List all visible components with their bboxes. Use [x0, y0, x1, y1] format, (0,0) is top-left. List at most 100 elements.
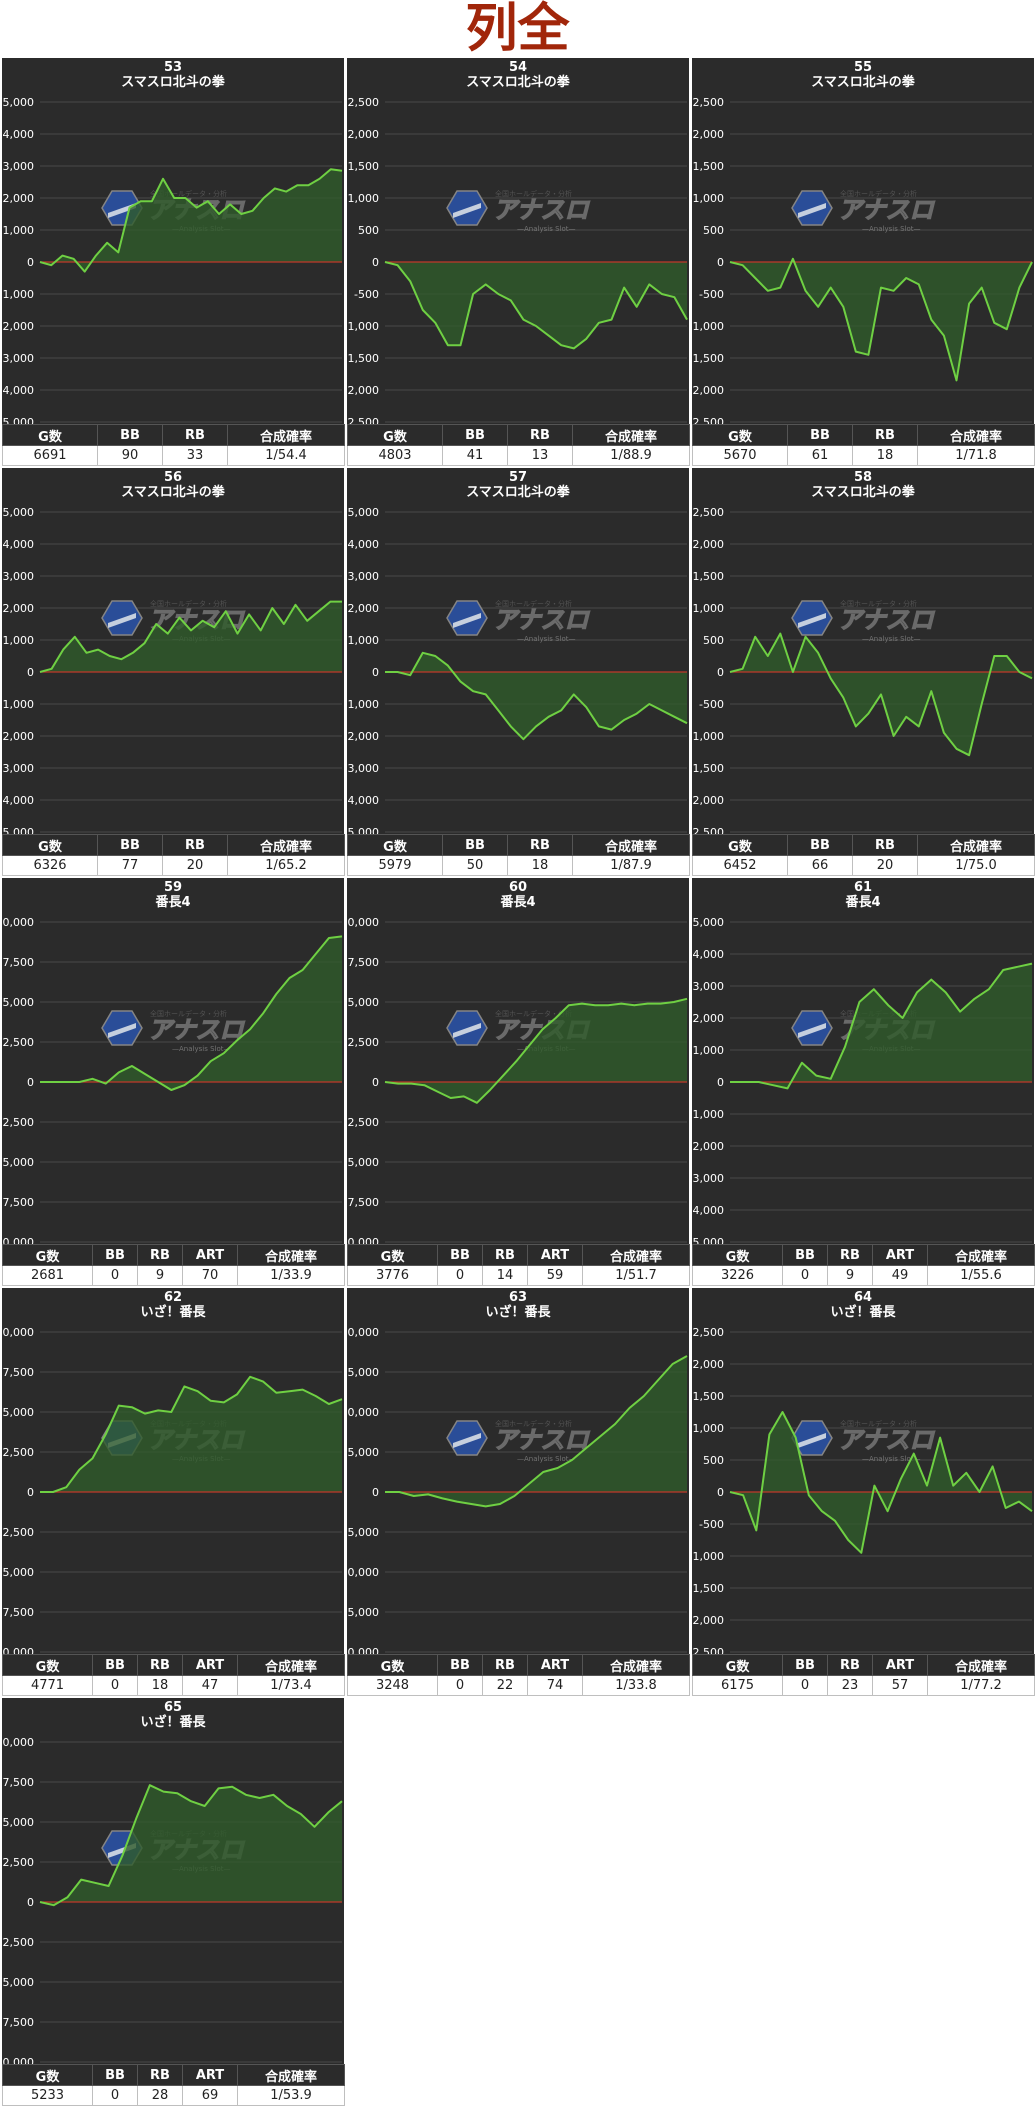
stats-header: 合成確率 [237, 1654, 345, 1676]
stats-header: BB [442, 834, 508, 856]
series-area [40, 1785, 342, 1906]
stats-value: 49 [872, 1265, 928, 1286]
stats-header: RB [162, 424, 228, 446]
stats-header: ART [872, 1654, 928, 1676]
logo-stripe-icon [798, 1023, 826, 1038]
y-tick-label: 4,000 [3, 128, 35, 141]
y-tick-label: 2,000 [3, 602, 35, 615]
machine-panel: 2,500 2,000 1,500 1,000 500 0 -500 -1,000 -1,500… [692, 468, 1035, 876]
y-tick-label: -5,000 [347, 1156, 379, 1169]
y-tick-label: -1,000 [2, 288, 34, 301]
stats-table: G数 BB RB 合成確率 6452 66 20 1/75.0 [692, 834, 1035, 876]
stats-value: 5979 [347, 855, 443, 876]
y-tick-label: 1,000 [693, 192, 725, 205]
y-tick-label: 500 [703, 224, 724, 237]
stats-header: 合成確率 [237, 1244, 345, 1266]
y-tick-label: 0 [27, 256, 34, 269]
y-tick-label: -1,500 [347, 352, 379, 365]
y-tick-label: 5,000 [348, 506, 380, 519]
logo-stripe-icon [108, 613, 136, 628]
watermark-brand: アナスロ [838, 606, 936, 634]
y-tick-label: -1,000 [692, 730, 724, 743]
page-title: 列全 [465, 0, 570, 59]
panel-header: 53 スマスロ北斗の拳 [2, 58, 344, 98]
stats-value: 1/87.9 [572, 855, 690, 876]
y-tick-label: -2,500 [2, 1526, 34, 1539]
y-tick-label: 500 [703, 1454, 724, 1467]
slump-chart: 10,000 7,500 5,000 2,500 0 -2,500 -5,000 -7,500… [2, 1326, 343, 1654]
stats-value: 28 [137, 2085, 183, 2106]
stats-value: 13 [507, 445, 573, 466]
stats-value: 1/88.9 [572, 445, 690, 466]
logo-stripe-icon [798, 203, 826, 218]
y-tick-label: 1,500 [693, 160, 725, 173]
y-tick-label: 7,500 [3, 1776, 35, 1789]
y-tick-label: 2,000 [693, 1012, 725, 1025]
stats-header: BB [437, 1654, 483, 1676]
y-tick-label: -3,000 [2, 762, 34, 775]
stats-value: 5670 [692, 445, 788, 466]
y-tick-label: 10,000 [2, 916, 34, 929]
stats-header: ART [872, 1244, 928, 1266]
machine-name: スマスロ北斗の拳 [811, 75, 915, 90]
stats-value: 20 [852, 855, 918, 876]
y-tick-label: 0 [717, 666, 724, 679]
machine-name: スマスロ北斗の拳 [466, 75, 570, 90]
stats-header: G数 [347, 834, 443, 856]
stats-header: G数 [692, 1654, 783, 1676]
machine-panel: 5,000 4,000 3,000 2,000 1,000 0 -1,000 -2,000 -3… [347, 468, 690, 876]
y-tick-label: 0 [27, 1486, 34, 1499]
stats-header: BB [92, 1654, 138, 1676]
logo-stripe-icon [798, 1433, 826, 1448]
slump-chart: 10,000 7,500 5,000 2,500 0 -2,500 -5,000 -7,500… [347, 916, 688, 1244]
y-tick-label: -2,500 [2, 1936, 34, 1949]
stats-value: 1/51.7 [582, 1265, 690, 1286]
y-tick-label: 2,000 [348, 128, 380, 141]
logo-stripe-icon [453, 203, 481, 218]
y-tick-label: 5,000 [3, 506, 35, 519]
y-tick-label: 3,000 [693, 980, 725, 993]
y-tick-label: 5,000 [348, 1446, 380, 1459]
panel-header: 55 スマスロ北斗の拳 [692, 58, 1034, 98]
watermark-sub: —Analysis Slot— [862, 635, 920, 643]
y-tick-label: 0 [717, 1486, 724, 1499]
y-tick-label: 2,500 [348, 96, 380, 109]
machine-number: 62 [163, 1290, 183, 1305]
machine-number: 58 [853, 470, 873, 485]
stats-header: BB [787, 424, 853, 446]
y-tick-label: 0 [27, 666, 34, 679]
machine-panel: 5,000 4,000 3,000 2,000 1,000 0 -1,000 -2,000 -3… [2, 468, 345, 876]
series-line [40, 1375, 343, 1493]
stats-header: RB [852, 424, 918, 446]
y-tick-label: -10,000 [2, 2056, 34, 2064]
stats-table: G数 BB RB 合成確率 5979 50 18 1/87.9 [347, 834, 690, 876]
y-tick-label: -7,500 [2, 2016, 34, 2029]
stats-value: 0 [92, 1265, 138, 1286]
watermark-brand: アナスロ [493, 196, 591, 224]
stats-header: RB [507, 424, 573, 446]
machine-number: 61 [853, 880, 873, 895]
y-tick-label: 2,500 [348, 1036, 380, 1049]
series-line [40, 935, 343, 1091]
y-tick-label: -3,000 [2, 352, 34, 365]
series-line [39, 168, 343, 273]
y-tick-label: 10,000 [347, 1406, 379, 1419]
y-tick-label: 2,500 [3, 1036, 35, 1049]
machine-panel: 5,000 4,000 3,000 2,000 1,000 0 -1,000 -2,000 -3… [2, 58, 345, 466]
series-area [385, 998, 687, 1103]
stats-header: BB [437, 1244, 483, 1266]
stats-header: BB [782, 1244, 828, 1266]
slump-chart: 10,000 7,500 5,000 2,500 0 -2,500 -5,000 -7,500… [2, 1736, 343, 2064]
machine-number: 60 [508, 880, 528, 895]
stats-value: 18 [852, 445, 918, 466]
series-area [40, 169, 342, 272]
y-tick-label: -2,500 [692, 416, 724, 424]
stats-value: 4771 [2, 1675, 93, 1696]
y-tick-label: 2,000 [693, 538, 725, 551]
y-tick-label: -5,000 [347, 826, 379, 834]
stats-table: G数 BB RB ART 合成確率 5233 0 28 69 1/53.9 [2, 2064, 345, 2106]
y-tick-label: -1,000 [692, 1550, 724, 1563]
stats-value: 3226 [692, 1265, 783, 1286]
y-tick-label: -2,000 [2, 730, 34, 743]
y-tick-label: -4,000 [347, 794, 379, 807]
